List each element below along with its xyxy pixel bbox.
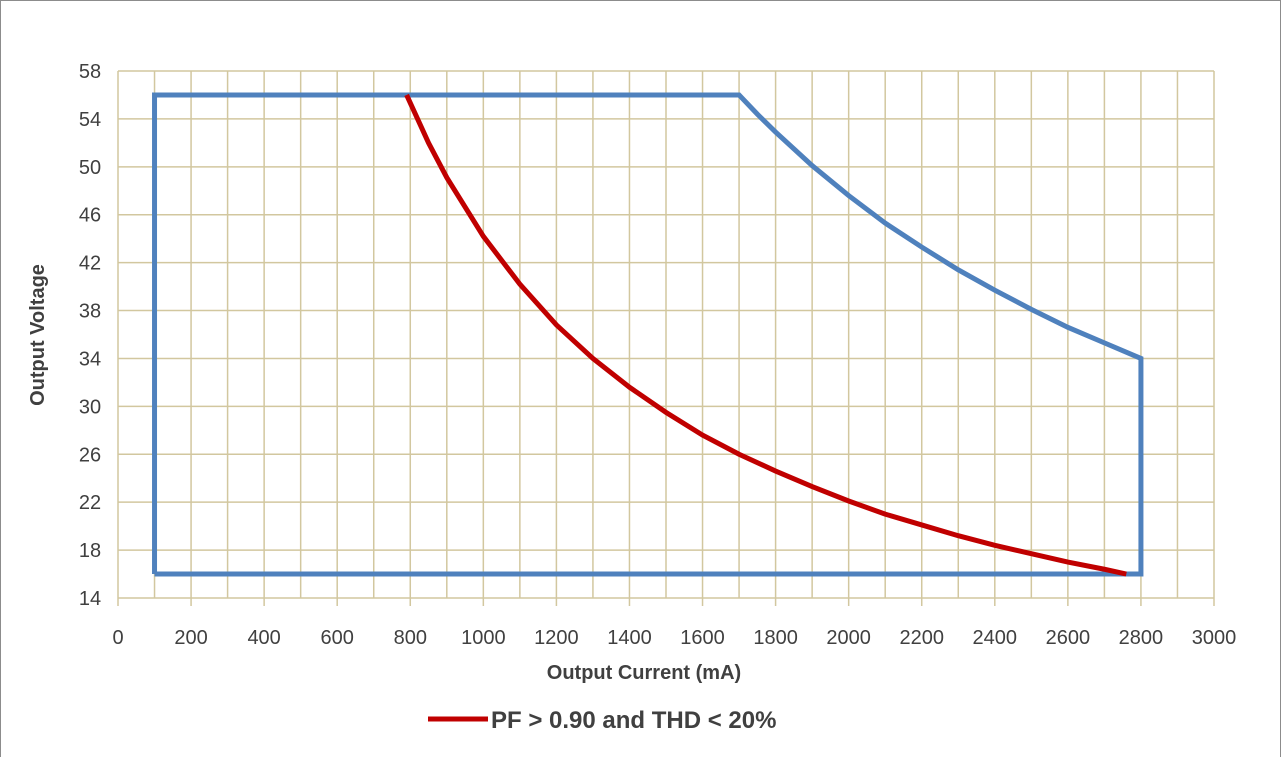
y-tick-label: 34 xyxy=(79,348,101,370)
x-tick-label: 3000 xyxy=(1192,627,1237,649)
x-tick-label: 800 xyxy=(394,627,427,649)
x-tick-label: 2800 xyxy=(1119,627,1164,649)
y-tick-label: 46 xyxy=(79,205,101,227)
y-tick-label: 42 xyxy=(79,253,101,275)
series-lines xyxy=(152,92,1144,577)
y-tick-label: 22 xyxy=(79,492,101,514)
x-tick-label: 2600 xyxy=(1046,627,1091,649)
y-tick-label: 14 xyxy=(79,588,101,610)
x-tick-label: 1800 xyxy=(753,627,798,649)
x-tick-label: 200 xyxy=(174,627,207,649)
y-axis-title: Output Voltage xyxy=(27,264,49,406)
x-tick-label: 1600 xyxy=(680,627,725,649)
x-tick-label: 2000 xyxy=(826,627,871,649)
y-tick-label: 30 xyxy=(79,396,101,418)
x-tick-label: 400 xyxy=(247,627,280,649)
y-tick-label: 38 xyxy=(79,301,101,323)
x-tick-label: 1000 xyxy=(461,627,506,649)
y-tick-labels: 14 18 22 26 30 34 38 42 46 50 54 58 xyxy=(79,61,101,610)
legend: PF > 0.90 and THD < 20% xyxy=(428,707,776,734)
x-tick-label: 2400 xyxy=(973,627,1018,649)
legend-label-pf-thd: PF > 0.90 and THD < 20% xyxy=(491,707,776,734)
pf-thd-curve-line xyxy=(404,93,1127,577)
x-tick-label: 1400 xyxy=(607,627,652,649)
x-tick-label: 2200 xyxy=(899,627,944,649)
y-tick-label: 54 xyxy=(79,109,101,131)
x-tick-label: 600 xyxy=(321,627,354,649)
y-tick-label: 26 xyxy=(79,444,101,466)
x-tick-label: 1200 xyxy=(534,627,579,649)
x-tick-label: 0 xyxy=(112,627,123,649)
x-axis-title: Output Current (mA) xyxy=(547,662,741,684)
x-tick-labels: 0 200 400 600 800 1000 1200 1400 1600 1800 2000 220… xyxy=(112,627,1236,649)
operating-area-boundary-line xyxy=(152,92,1144,577)
y-tick-label: 18 xyxy=(79,540,101,562)
grid-lines xyxy=(117,70,1215,606)
y-tick-label: 58 xyxy=(79,61,101,83)
y-tick-label: 50 xyxy=(79,157,101,179)
